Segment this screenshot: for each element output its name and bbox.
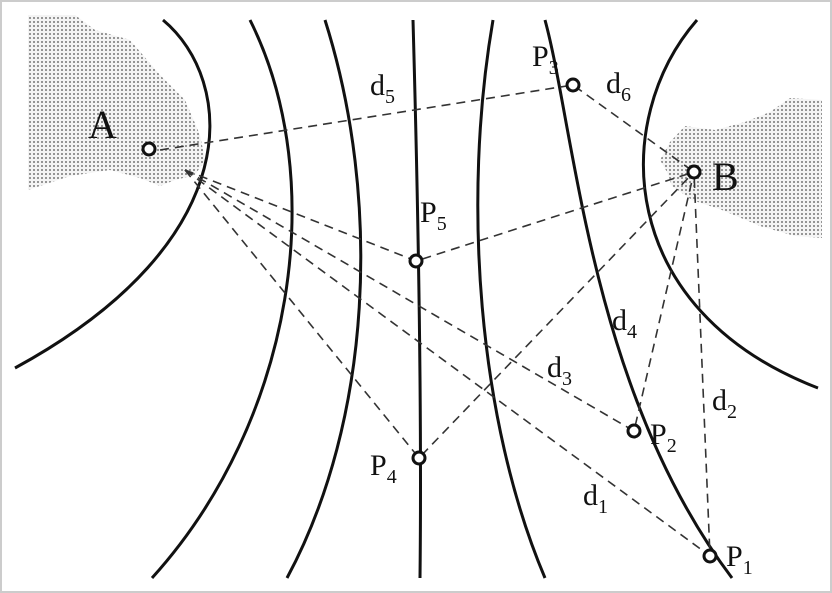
label-base: d xyxy=(583,479,598,512)
region-label: A xyxy=(88,102,117,147)
point-label: P1 xyxy=(726,540,753,579)
region-label: B xyxy=(712,154,739,199)
point-label: P2 xyxy=(650,418,677,457)
point-label: d2 xyxy=(712,384,737,423)
label-subscript: 2 xyxy=(667,435,677,457)
label-subscript: 2 xyxy=(727,401,737,423)
label-subscript: 3 xyxy=(562,368,572,390)
label-base: P xyxy=(650,418,667,451)
point-label: P3 xyxy=(532,40,559,79)
label-base: d xyxy=(712,384,727,417)
label-base: d xyxy=(547,351,562,384)
label-subscript: 3 xyxy=(549,57,559,79)
label-subscript: 6 xyxy=(621,84,631,106)
point-label: d6 xyxy=(606,67,631,106)
label-base: d xyxy=(370,69,385,102)
label-base: P xyxy=(726,540,743,573)
point-label: P4 xyxy=(370,449,397,488)
label-subscript: 1 xyxy=(598,496,608,518)
point-label: P5 xyxy=(420,196,447,235)
label-subscript: 5 xyxy=(437,213,447,235)
label-subscript: 4 xyxy=(387,466,397,488)
label-subscript: 1 xyxy=(743,557,753,579)
point-label: d4 xyxy=(612,304,637,343)
label-base: d xyxy=(606,67,621,100)
label-base: P xyxy=(532,40,549,73)
label-subscript: 4 xyxy=(627,321,637,343)
label-base: d xyxy=(612,304,627,337)
label-base: P xyxy=(420,196,437,229)
land-b xyxy=(660,98,822,238)
label-base: P xyxy=(370,449,387,482)
point-label: d1 xyxy=(583,479,608,518)
point-label: d5 xyxy=(370,69,395,108)
label-subscript: 5 xyxy=(385,86,395,108)
land-a xyxy=(28,15,205,190)
hyperbolas xyxy=(14,18,819,580)
points xyxy=(141,77,718,564)
point-label: d3 xyxy=(547,351,572,390)
